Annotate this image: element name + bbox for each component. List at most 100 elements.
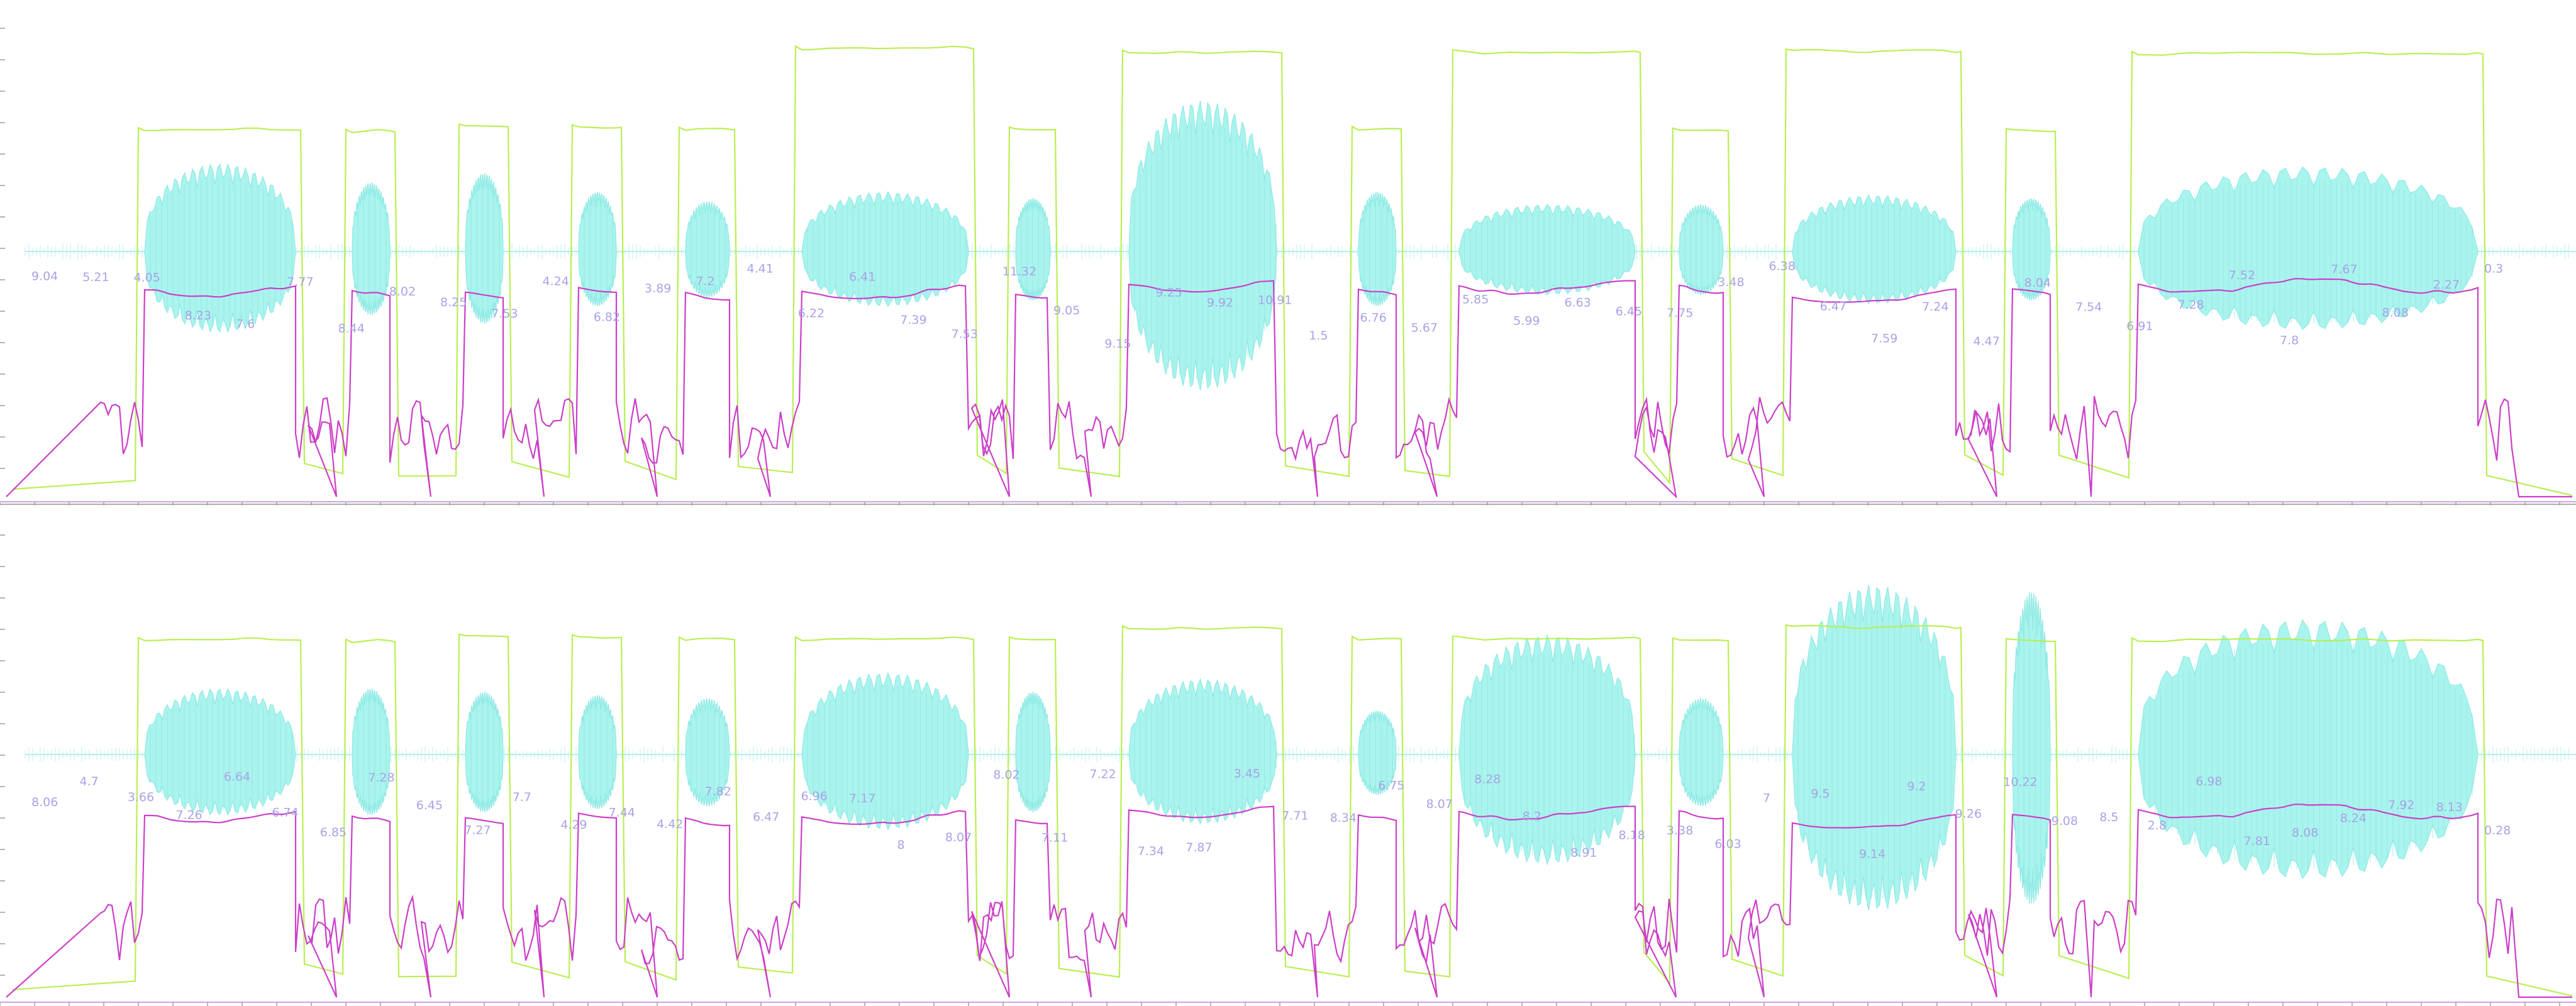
pitch-value-label: 7.27 — [464, 824, 491, 837]
pitch-value-label: 8.06 — [31, 795, 58, 809]
pitch-value-label: 6.64 — [224, 770, 250, 784]
waveform-cycles — [1363, 201, 1393, 302]
pitch-value-label: 8.02 — [993, 768, 1019, 782]
waveform-envelope — [1458, 634, 1636, 866]
pitch-value-label: 6.47 — [1820, 299, 1846, 313]
pitch-value-label: 8.23 — [185, 309, 211, 323]
waveform-envelope — [1679, 698, 1724, 807]
pitch-value-label: 8.5 — [2099, 810, 2118, 824]
pitch-value-label: 7.17 — [849, 792, 875, 805]
pitch-value-label: 3.48 — [1718, 275, 1744, 289]
intensity-curve — [12, 624, 2573, 997]
pitch-curve — [6, 804, 2572, 998]
pitch-value-label: 9.05 — [1053, 304, 1080, 318]
pitch-value-label: 7.54 — [2075, 300, 2102, 314]
waveform-cycles — [1684, 706, 1719, 803]
pitch-value-label: 9.2 — [1907, 780, 1926, 793]
waveform-cycles — [584, 704, 613, 805]
pitch-value-label: 5.67 — [1411, 321, 1438, 334]
waveform-cycles — [1797, 610, 1951, 899]
waveform-cycles — [357, 192, 387, 311]
pitch-value-label: 3.89 — [645, 282, 671, 296]
waveform-cycles — [1464, 653, 1635, 856]
pitch-value-label: 9.25 — [1156, 286, 1182, 300]
pitch-value-label: 8.08 — [2292, 826, 2318, 839]
pitch-value-label: 5.21 — [82, 270, 109, 284]
pitch-value-label: 7.24 — [1922, 300, 1948, 314]
pitch-value-label: 3.45 — [1234, 767, 1260, 781]
pitch-value-label: 9.14 — [1859, 848, 1885, 861]
pitch-value-label: 8.2 — [1523, 809, 1541, 823]
waveform-envelope — [1792, 194, 1957, 304]
pitch-value-label: 7.71 — [1282, 809, 1308, 822]
waveform-cycles — [2018, 616, 2047, 893]
waveform-cycles — [1021, 206, 1050, 297]
pitch-value-label: 6.47 — [753, 810, 779, 824]
pitch-value-label: 9.15 — [1104, 337, 1131, 351]
pitch-value-label: 6.74 — [272, 806, 298, 820]
waveform-cycles — [150, 698, 292, 811]
pitch-value-label: 7.92 — [2388, 798, 2414, 812]
pitch-value-label: 6.41 — [849, 270, 875, 284]
pitch-value-label: 7.39 — [900, 313, 926, 327]
pitch-value-label: 9.5 — [1811, 787, 1829, 801]
waveform-cycles — [1797, 203, 1951, 300]
pitch-value-label: 8 — [897, 838, 905, 852]
pitch-value-label: 7.28 — [2178, 298, 2204, 312]
waveform-cycles — [2143, 179, 2473, 324]
pitch-value-label: 0.3 — [2484, 262, 2503, 275]
pitch-value-label: 6.75 — [1378, 779, 1404, 793]
waveform-cycles — [1684, 211, 1719, 292]
pitch-value-label: 7.53 — [952, 327, 978, 341]
waveform-cycles — [1021, 701, 1050, 808]
pitch-value-label: 1.5 — [1309, 329, 1328, 343]
pitch-value-label: 6.63 — [1565, 296, 1591, 309]
pitch-value-label: 8.13 — [2436, 800, 2463, 814]
pitch-value-label: 7.2 — [696, 275, 714, 289]
pitch-value-label: 7.82 — [705, 785, 731, 799]
pitch-value-label: 7.22 — [1089, 768, 1116, 782]
pitch-value-label: 6.91 — [2126, 319, 2153, 333]
pitch-value-label: 8.34 — [1330, 811, 1357, 825]
pitch-value-label: 8.44 — [338, 322, 365, 336]
waveform-envelope — [801, 672, 969, 831]
waveform-cycles — [2018, 206, 2047, 297]
pitch-value-label: 4.42 — [657, 817, 683, 831]
pitch-value-label: 2.27 — [2433, 278, 2460, 292]
waveform-cycles — [470, 701, 500, 808]
pitch-value-label: 5.99 — [1513, 314, 1540, 328]
pitch-value-label: 8.18 — [1619, 828, 1645, 842]
pitch-value-label: 8.07 — [945, 831, 972, 844]
pitch-value-label: 9.92 — [1207, 296, 1233, 310]
pitch-value-label: 9.08 — [2051, 814, 2078, 828]
pitch-value-label: 7.52 — [2229, 268, 2255, 282]
pitch-value-label: 7.8 — [2280, 334, 2299, 348]
pitch-value-label: 8.91 — [1570, 846, 1597, 860]
pitch-value-label: 3.66 — [128, 790, 154, 804]
pitch-value-label: 8.02 — [389, 285, 416, 299]
intensity-curve — [12, 45, 2573, 497]
pitch-value-label: 7.11 — [1041, 831, 1068, 845]
pitch-value-label: 6.03 — [1715, 837, 1741, 851]
pitch-value-label: 0.28 — [2484, 824, 2511, 837]
pitch-value-label: 10.91 — [1258, 293, 1292, 307]
pitch-value-label: 6.38 — [1769, 260, 1796, 274]
pitch-value-label: 7.87 — [1185, 841, 1212, 854]
pitch-value-label: 7.26 — [175, 809, 202, 822]
pitch-value-label: 7.81 — [2244, 834, 2270, 848]
pitch-value-label: 7.67 — [2331, 262, 2357, 276]
pitch-value-label: 7 — [1763, 792, 1770, 805]
pitch-value-label: 7.53 — [491, 307, 518, 321]
pitch-value-label: 8.04 — [2024, 276, 2051, 290]
pitch-value-label: 6.45 — [1616, 305, 1642, 319]
pitch-value-label: 7.77 — [287, 275, 313, 289]
waveform-cycles — [807, 201, 967, 302]
pitch-value-label: 7.34 — [1138, 844, 1164, 858]
pitch-value-label: 8.07 — [1426, 797, 1453, 811]
pitch-value-label: 9.04 — [31, 270, 58, 284]
pitch-value-label: 8.24 — [2340, 812, 2367, 826]
pitch-value-label: 8.28 — [1474, 773, 1501, 787]
pitch-value-label: 3.38 — [1667, 824, 1693, 837]
pitch-value-label: 7.7 — [513, 790, 531, 804]
waveform-cycles — [1134, 123, 1277, 380]
